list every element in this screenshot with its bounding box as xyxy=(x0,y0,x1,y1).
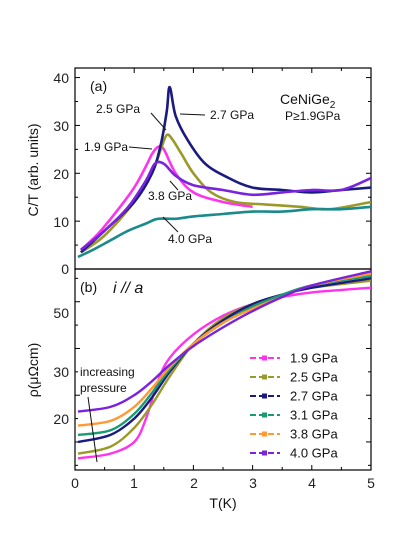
annotation-2-7gpa: 2.7 GPa xyxy=(210,108,254,122)
arrow-3-8gpa xyxy=(169,180,179,191)
pressure-arrow xyxy=(87,396,98,463)
series-line-a xyxy=(80,144,253,251)
y-tick-label-top: 0 xyxy=(61,261,69,277)
pressure-note-line1: increasing xyxy=(80,365,135,379)
compound-name: CeNiGe xyxy=(280,91,330,107)
panel-b-data xyxy=(77,270,371,460)
annotation-1-9gpa: 1.9 GPa xyxy=(84,140,128,154)
y-tick-label-top: 30 xyxy=(53,118,69,134)
y-axis-label-bottom: ρ(μΩcm) xyxy=(25,343,41,397)
legend-label: 3.8 GPa xyxy=(290,427,338,442)
legend-marker xyxy=(262,374,267,380)
series-line-a xyxy=(80,160,371,251)
legend-marker xyxy=(262,431,267,437)
arrow-4-0gpa xyxy=(162,216,179,233)
annotation-2-5gpa: 2.5 GPa xyxy=(96,102,140,116)
annotation-3-8gpa: 3.8 GPa xyxy=(148,189,192,203)
series-line-b xyxy=(77,270,371,413)
legend-label: 2.7 GPa xyxy=(290,389,338,404)
x-tick-label: 5 xyxy=(367,475,375,491)
series-line-a xyxy=(77,205,371,259)
arrow-2-5gpa xyxy=(150,112,167,131)
y-tick-label-top: 40 xyxy=(53,70,69,86)
annotation-4-0gpa: 4.0 GPa xyxy=(168,232,212,246)
compound-label: CeNiGe2 xyxy=(280,91,336,111)
x-tick-label: 2 xyxy=(190,475,198,491)
panel-b-label: (b) xyxy=(80,279,97,295)
panel-a-label: (a) xyxy=(90,78,107,94)
legend-label: 2.5 GPa xyxy=(290,370,338,385)
x-tick-label: 4 xyxy=(308,475,316,491)
x-tick-label: 0 xyxy=(71,475,79,491)
legend: 1.9 GPa 2.5 GPa 2.7 GPa 3.1 GPa 3.8 GPa 4.0 G… xyxy=(250,351,338,461)
x-axis-label: T(K) xyxy=(209,495,236,511)
y-tick-label-bottom: 20 xyxy=(53,411,69,427)
legend-marker xyxy=(262,355,267,361)
arrow-2-7gpa xyxy=(179,113,206,116)
legend-label: 3.1 GPa xyxy=(290,408,338,423)
pressure-note: P≥1.9GPa xyxy=(285,109,341,123)
compound-subscript: 2 xyxy=(330,100,336,111)
legend-marker xyxy=(262,450,267,456)
pressure-note-line2: pressure xyxy=(80,381,127,395)
x-tick-label: 3 xyxy=(249,475,257,491)
panel-a-data xyxy=(77,85,371,259)
x-tick-label: 1 xyxy=(130,475,138,491)
legend-label: 1.9 GPa xyxy=(290,351,338,366)
y-tick-label-top: 20 xyxy=(53,166,69,182)
arrow-1-9gpa xyxy=(128,146,153,150)
y-tick-label-bottom: 30 xyxy=(53,364,69,380)
orientation-label: i // a xyxy=(113,280,143,297)
y-axis-label-top: C/T (arb. units) xyxy=(25,123,41,216)
legend-marker xyxy=(262,412,267,418)
legend-marker xyxy=(262,393,267,399)
y-tick-label-bottom: 50 xyxy=(53,305,69,321)
y-tick-label-top: 10 xyxy=(53,214,69,230)
legend-label: 4.0 GPa xyxy=(290,446,338,461)
